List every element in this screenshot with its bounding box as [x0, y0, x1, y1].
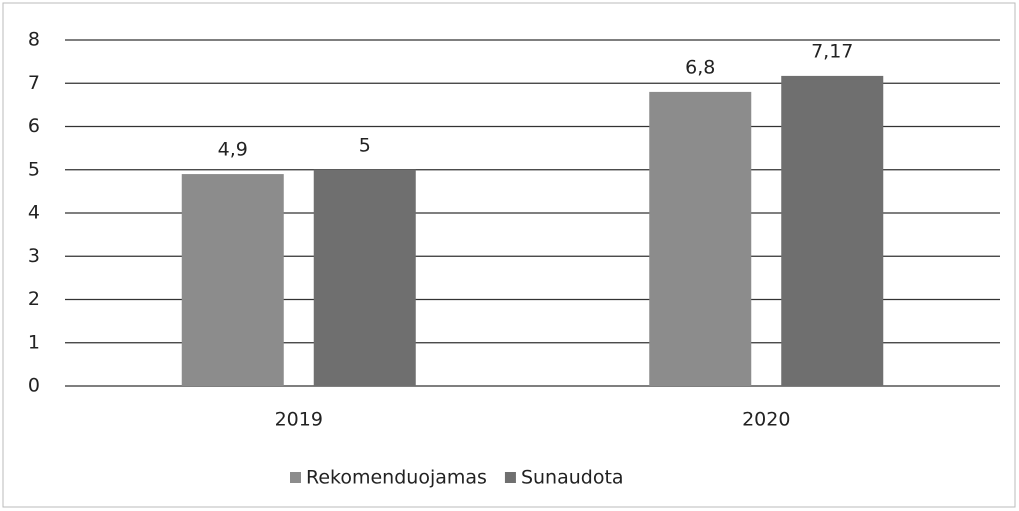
y-tick-label: 0: [28, 375, 40, 397]
y-tick-label: 2: [28, 288, 40, 310]
y-tick-label: 4: [28, 202, 40, 224]
data-label: 6,8: [685, 56, 715, 78]
x-tick-label: 2019: [275, 409, 323, 431]
legend-label: Sunaudota: [521, 467, 624, 489]
legend-swatch: [504, 472, 516, 483]
data-label: 5: [359, 134, 371, 156]
y-tick-label: 7: [28, 72, 40, 94]
y-tick-label: 8: [28, 29, 40, 51]
legend-label: Rekomenduojamas: [306, 467, 487, 489]
bar: [781, 75, 884, 387]
bar: [181, 174, 284, 386]
bar: [649, 91, 752, 387]
bar: [313, 169, 416, 386]
y-tick-label: 3: [28, 245, 40, 267]
legend-swatch: [290, 472, 301, 483]
x-tick-label: 2020: [742, 409, 790, 431]
y-tick-label: 1: [28, 331, 40, 353]
y-tick-label: 5: [28, 158, 40, 180]
data-label: 7,17: [811, 40, 853, 62]
y-tick-label: 6: [28, 115, 40, 137]
data-label: 4,9: [218, 139, 248, 161]
